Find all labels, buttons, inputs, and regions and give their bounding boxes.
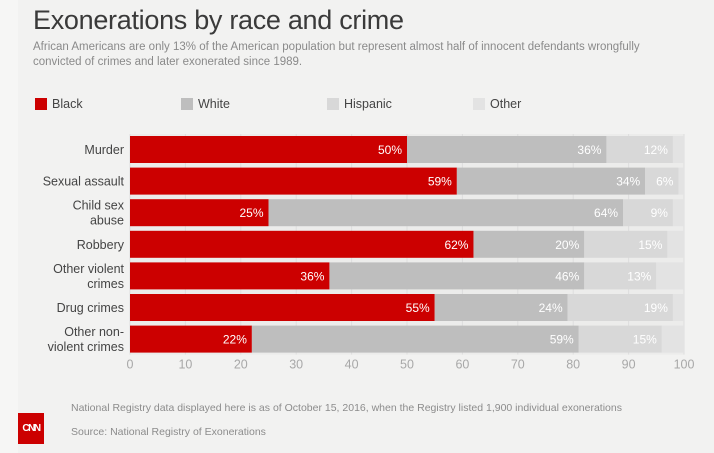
legend: Black White Hispanic Other [35,97,675,111]
x-tick-label: 10 [178,358,192,372]
row-label: Drug crimes [57,301,124,315]
edge-strip [0,0,18,453]
legend-swatch-other [473,98,485,110]
chart-subtitle: African Americans are only 13% of the Am… [33,41,640,68]
legend-item-black: Black [35,97,83,111]
bar-black-6 [130,325,252,353]
bar-other-5 [672,294,684,321]
x-tick-label: 100 [674,358,695,372]
chart-title: Exonerations by race and crime [33,5,404,35]
value-label: 62% [444,238,468,252]
legend-label-black: Black [52,97,83,111]
row-label: crimes [87,277,124,291]
row-label: Other non- [64,325,124,339]
bar-white-3 [473,230,585,258]
bar-black-0 [130,136,407,163]
legend-label-other: Other [490,97,522,111]
value-label: 22% [223,333,247,347]
cnn-logo: CNN [18,413,44,444]
bar-hispanic-0 [606,136,673,163]
value-label: 36% [577,143,601,157]
value-label: 15% [633,333,657,347]
bar-hispanic-4 [584,262,657,290]
bar-white-2 [268,199,624,227]
value-label: 15% [638,238,662,252]
bar-other-4 [656,262,684,290]
legend-label-hispanic: Hispanic [344,97,392,111]
legend-label-white: White [198,97,230,111]
value-label: 55% [406,301,430,315]
value-label: 9% [651,206,669,220]
cnn-logo-text: CNN [22,423,41,434]
bar-other-6 [661,325,684,353]
legend-swatch-white [181,98,193,110]
x-tick-label: 50 [400,358,414,372]
bar-white-6 [251,325,579,353]
value-label: 19% [644,301,668,315]
x-axis-ticks: 0 10 20 30 40 50 60 70 80 90 100 [127,358,695,372]
bar-other-1 [678,167,684,195]
bar-white-5 [434,294,568,321]
row-label: violent crimes [48,340,124,354]
value-label: 59% [550,333,574,347]
bar-other-3 [667,230,684,258]
value-label: 46% [555,269,579,283]
legend-swatch-black [35,98,47,110]
x-tick-label: 20 [234,358,248,372]
row-label: Robbery [77,238,125,252]
legend-item-hispanic: Hispanic [327,97,392,111]
x-tick-label: 70 [511,358,525,372]
x-tick-label: 30 [289,358,303,372]
bar-hispanic-2 [623,199,673,227]
x-tick-label: 80 [566,358,580,372]
bar-white-4 [329,262,585,290]
row-label: Sexual assault [43,175,125,189]
bar-black-1 [130,167,457,195]
bar-other-2 [672,199,684,227]
x-tick-label: 90 [622,358,636,372]
value-label: 12% [644,143,668,157]
value-label: 13% [627,269,651,283]
row-label: abuse [90,214,124,228]
bar-hispanic-3 [584,230,668,258]
x-tick-label: 40 [345,358,359,372]
bar-hispanic-5 [567,294,673,321]
x-tick-label: 60 [455,358,469,372]
bar-other-0 [672,136,684,163]
legend-item-white: White [181,97,230,111]
row-label: Child sex [73,199,125,213]
legend-swatch-hispanic [327,98,339,110]
bars: 50% 36% 12% 59% 34% 6% 25% 64% 9% 62% 20% 15% 36% 46%… [130,136,684,353]
footnote: National Registry data displayed here is… [71,402,622,414]
bar-white-1 [456,167,646,195]
bar-hispanic-6 [578,325,662,353]
value-label: 50% [378,143,402,157]
value-label: 64% [594,206,618,220]
value-label: 59% [428,175,452,189]
bar-white-0 [407,136,607,163]
source-note: Source: National Registry of Exoneration… [71,426,266,438]
x-tick-label: 0 [127,358,134,372]
value-label: 20% [555,238,579,252]
row-label: Murder [84,143,124,157]
bar-black-4 [130,262,330,290]
value-label: 25% [239,206,263,220]
bar-hispanic-1 [645,167,679,195]
value-label: 24% [539,301,563,315]
bar-black-3 [130,230,474,258]
row-label: Other violent [53,262,124,276]
value-label: 34% [616,175,640,189]
legend-item-other: Other [473,97,521,111]
bar-black-2 [130,199,269,227]
value-label: 6% [656,175,674,189]
bar-black-5 [130,294,435,321]
value-label: 36% [300,269,324,283]
